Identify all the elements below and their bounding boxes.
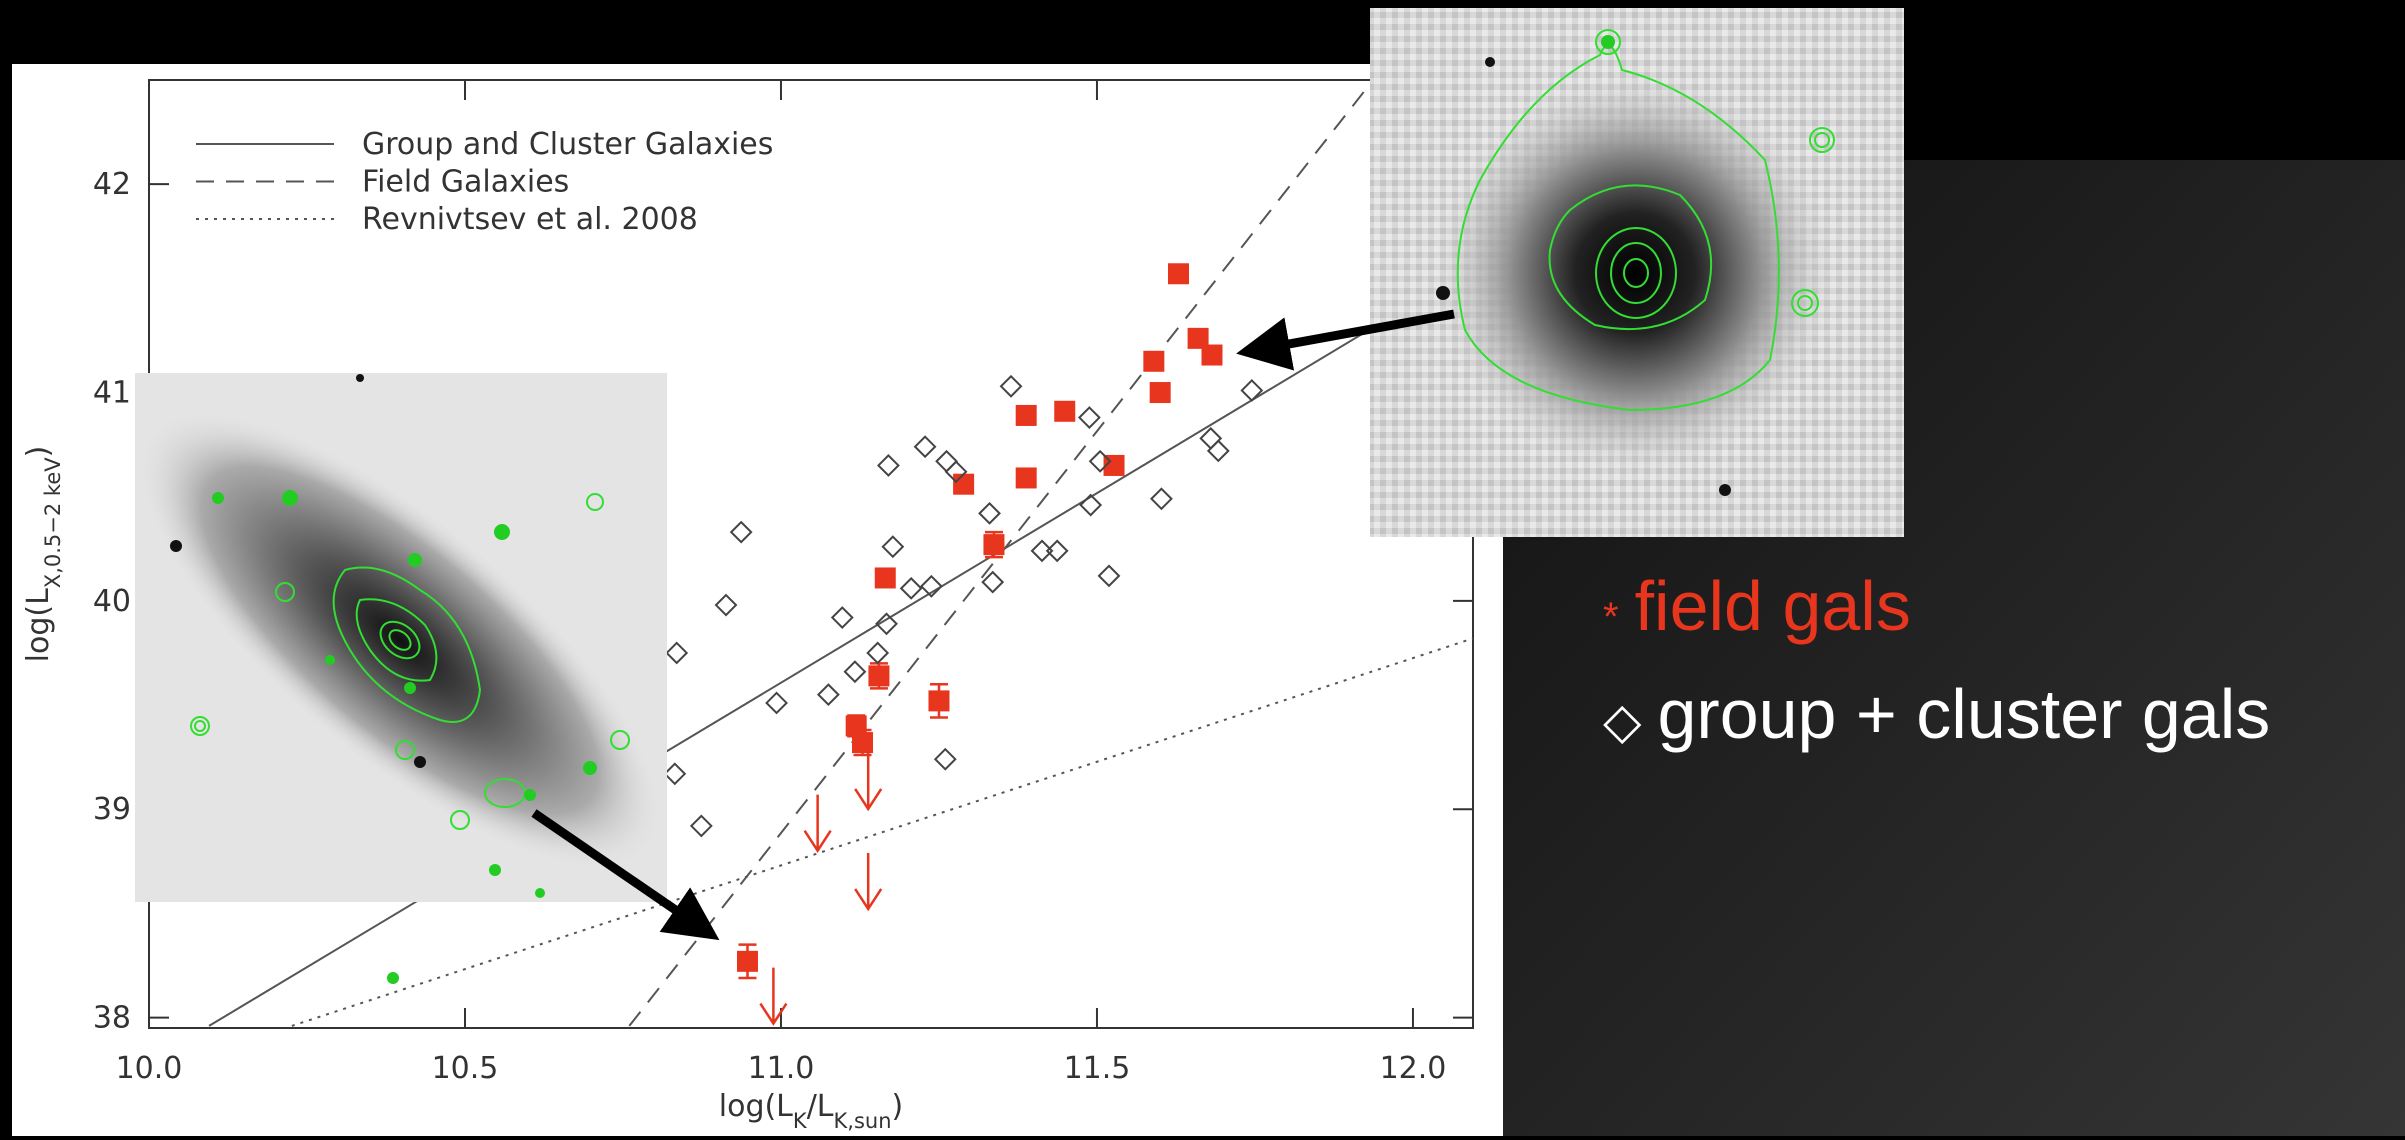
y-tick-label: 42 bbox=[93, 167, 131, 202]
point bbox=[1054, 401, 1075, 422]
y-tick-label: 41 bbox=[93, 376, 131, 411]
axis-label-part: log(L bbox=[21, 588, 56, 662]
point bbox=[868, 665, 889, 686]
point bbox=[852, 732, 873, 753]
point bbox=[1016, 467, 1037, 488]
legend-entry: * field gals bbox=[1603, 567, 1911, 645]
inset-image-right bbox=[1370, 8, 1904, 537]
legend-label: Group and Cluster Galaxies bbox=[362, 127, 773, 162]
y-tick-label: 38 bbox=[93, 1001, 131, 1036]
axis-label-part: log(L bbox=[719, 1089, 793, 1124]
point bbox=[953, 474, 974, 495]
x-tick-label: 12.0 bbox=[1380, 1051, 1447, 1086]
y-tick-label: 40 bbox=[93, 584, 131, 619]
legend-label: Revnivtsev et al. 2008 bbox=[362, 202, 698, 237]
point bbox=[1016, 405, 1037, 426]
point bbox=[983, 534, 1004, 555]
inset-image-left bbox=[70, 336, 730, 984]
x-tick-label: 11.5 bbox=[1064, 1051, 1131, 1086]
point bbox=[737, 951, 758, 972]
axis-label-part: /L bbox=[807, 1089, 834, 1124]
axis-label-part: X,0.5−2 keV bbox=[41, 457, 65, 588]
x-tick-label: 11.0 bbox=[748, 1051, 815, 1086]
legend-symbol: * bbox=[1603, 595, 1619, 639]
slide: 10.010.511.011.512.03839404142log(LK/LK,… bbox=[0, 0, 2405, 1136]
point bbox=[875, 567, 896, 588]
point bbox=[1168, 263, 1189, 284]
axis-label-part: ) bbox=[892, 1089, 904, 1124]
point bbox=[1201, 345, 1222, 366]
y-tick-label: 39 bbox=[93, 792, 131, 827]
point bbox=[928, 690, 949, 711]
axis-label-part: ) bbox=[21, 446, 56, 458]
legend-label: field gals bbox=[1635, 567, 1911, 645]
axis-label-part: K bbox=[793, 1109, 808, 1133]
legend-label: Field Galaxies bbox=[362, 165, 569, 200]
legend-entry: ◇ group + cluster gals bbox=[1603, 675, 2270, 753]
legend-symbol: ◇ bbox=[1603, 693, 1642, 749]
axis-label-part: K,sun bbox=[834, 1109, 892, 1133]
legend-label: group + cluster gals bbox=[1657, 675, 2270, 753]
x-tick-label: 10.5 bbox=[432, 1051, 499, 1086]
point bbox=[1143, 351, 1164, 372]
x-tick-label: 10.0 bbox=[116, 1051, 183, 1086]
point bbox=[1150, 382, 1171, 403]
